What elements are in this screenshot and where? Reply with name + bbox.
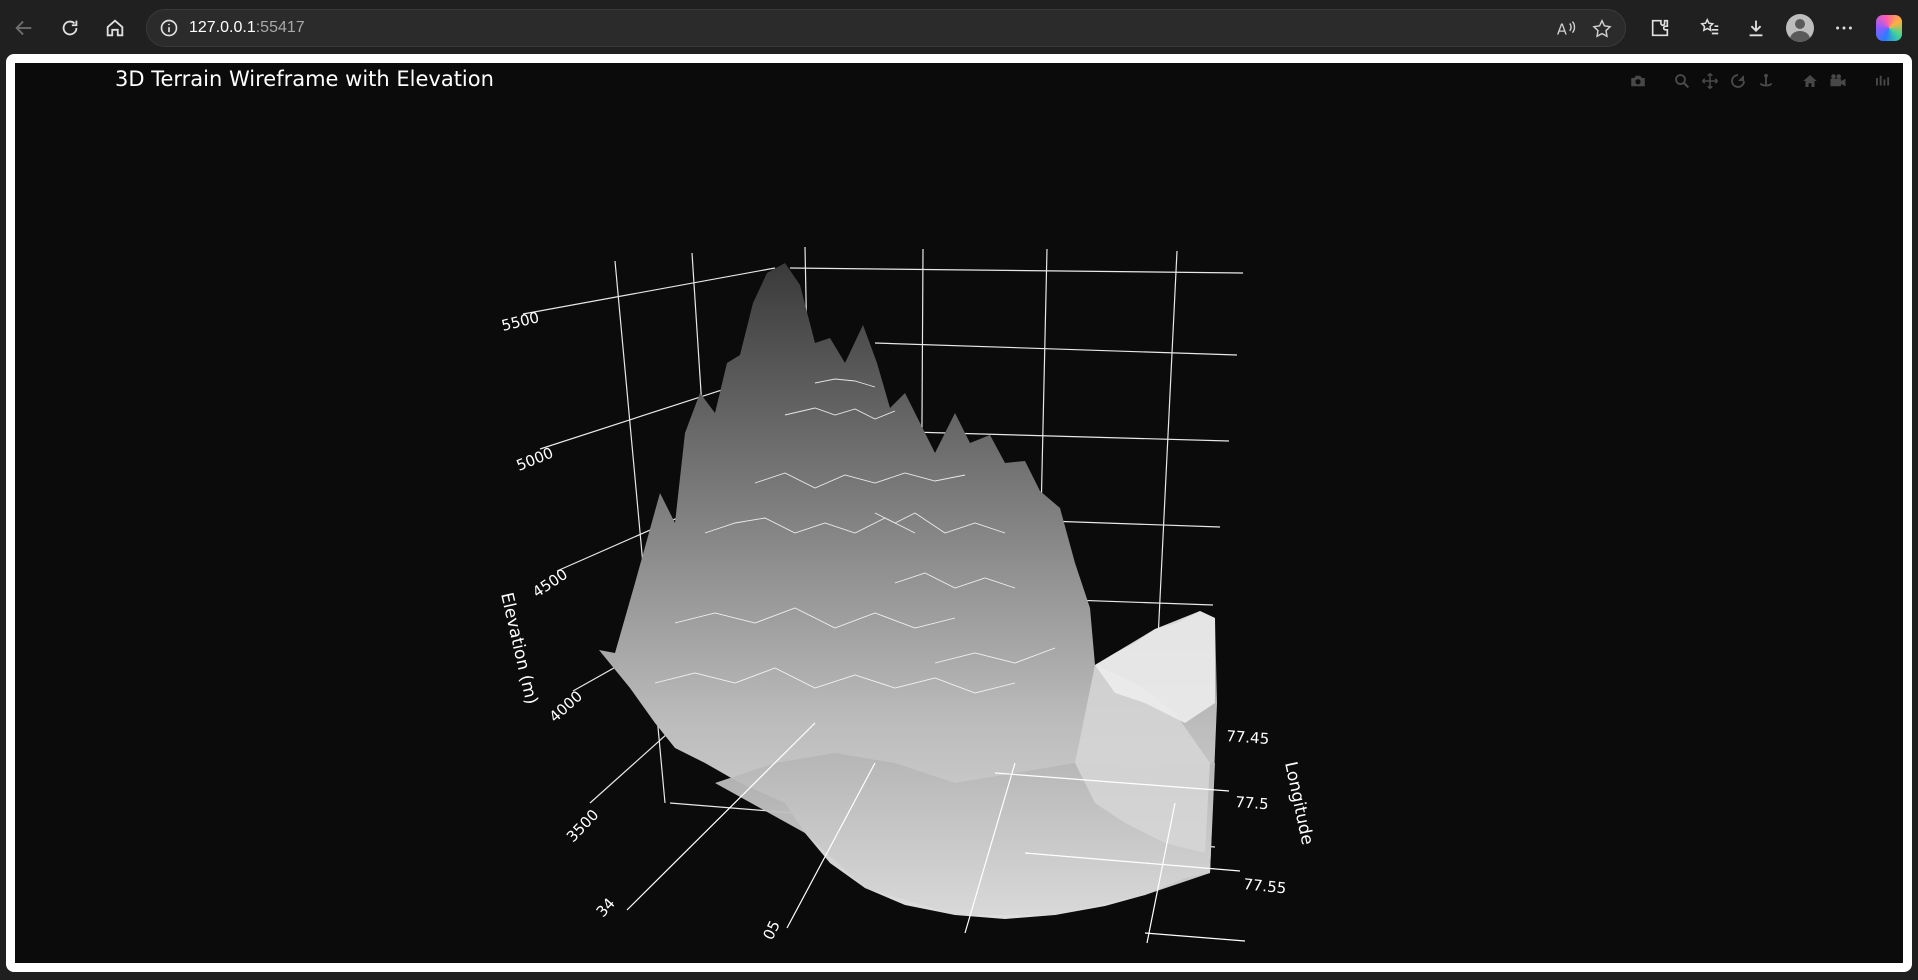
turntable-button[interactable] xyxy=(1755,70,1777,92)
site-info-icon[interactable] xyxy=(159,18,179,38)
back-arrow-icon xyxy=(15,20,32,36)
camera-view-icon xyxy=(1830,74,1846,87)
orbit-icon xyxy=(1731,74,1745,88)
z-axis-title: Elevation (m) xyxy=(496,591,541,707)
favorite-star-icon[interactable] xyxy=(1591,18,1613,40)
x-tick-05: 05 xyxy=(759,918,784,943)
camera-view-button[interactable] xyxy=(1827,70,1849,92)
plot-area[interactable]: 5500 5000 4500 4000 3500 Elevation (m) 3… xyxy=(15,63,1903,963)
zoom-button[interactable] xyxy=(1671,70,1693,92)
more-menu-button[interactable] xyxy=(1828,12,1860,44)
terrain-contours xyxy=(654,378,1056,694)
orbit-button[interactable] xyxy=(1727,70,1749,92)
3d-scene[interactable]: 5500 5000 4500 4000 3500 Elevation (m) 3… xyxy=(15,63,1903,963)
svg-text:A: A xyxy=(1557,22,1567,39)
read-aloud-icon[interactable]: A xyxy=(1555,18,1577,40)
home-icon xyxy=(1803,75,1817,87)
z-tick-5500: 5500 xyxy=(500,308,541,335)
refresh-button[interactable] xyxy=(54,12,86,44)
home-icon xyxy=(106,19,124,37)
y-tick-77-5: 77.5 xyxy=(1235,793,1270,813)
extensions-button[interactable] xyxy=(1644,12,1676,44)
address-bar[interactable]: 127.0.0.1:55417 A xyxy=(146,9,1626,47)
camera-icon xyxy=(1631,75,1645,87)
back-button[interactable] xyxy=(8,12,40,44)
x-tick-34: 34 xyxy=(593,894,619,920)
pan-button[interactable] xyxy=(1699,70,1721,92)
url-host: 127.0.0.1 xyxy=(189,19,256,36)
front-grid xyxy=(626,722,1246,944)
browser-toolbar: 127.0.0.1:55417 A xyxy=(0,0,1918,56)
page-viewport: 5500 5000 4500 4000 3500 Elevation (m) 3… xyxy=(6,54,1912,972)
plotly-logo-button[interactable] xyxy=(1871,70,1893,92)
pan-icon xyxy=(1701,72,1719,90)
url-port: :55417 xyxy=(255,19,305,36)
plotly-logo-icon xyxy=(1876,75,1890,86)
zoom-icon xyxy=(1675,74,1690,89)
copilot-icon[interactable] xyxy=(1876,15,1902,41)
chart-title: 3D Terrain Wireframe with Elevation xyxy=(115,67,494,91)
puzzle-icon xyxy=(1651,19,1669,37)
y-tick-77-55: 77.55 xyxy=(1243,875,1288,897)
terrain-surface[interactable] xyxy=(599,263,1217,919)
camera-button[interactable] xyxy=(1627,70,1649,92)
profile-avatar[interactable] xyxy=(1786,14,1814,42)
favorites-button[interactable] xyxy=(1694,12,1726,44)
url-text[interactable]: 127.0.0.1:55417 xyxy=(189,19,305,37)
turntable-icon xyxy=(1759,73,1773,87)
plotly-modebar xyxy=(1627,69,1893,93)
favorites-list-icon xyxy=(1700,18,1719,35)
z-tick-4500: 4500 xyxy=(529,565,571,601)
more-dots-icon xyxy=(1836,26,1852,30)
z-tick-3500: 3500 xyxy=(563,806,602,846)
refresh-icon xyxy=(62,20,78,36)
y-axis-title: Longitude xyxy=(1280,760,1317,847)
z-tick-5000: 5000 xyxy=(514,444,556,475)
downloads-button[interactable] xyxy=(1740,12,1772,44)
y-tick-77-45: 77.45 xyxy=(1226,727,1270,748)
z-tick-4000: 4000 xyxy=(546,687,586,726)
download-icon xyxy=(1749,20,1763,37)
home-button[interactable] xyxy=(99,12,131,44)
reset-view-button[interactable] xyxy=(1799,70,1821,92)
